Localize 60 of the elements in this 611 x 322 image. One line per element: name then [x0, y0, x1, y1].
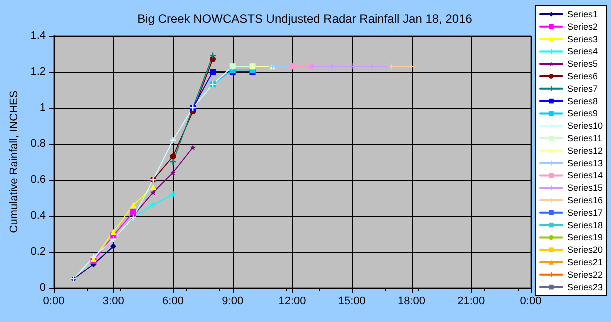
x-tick-label: 6:00: [162, 296, 184, 308]
legend-label: Series6: [567, 72, 598, 82]
legend-label: Series16: [567, 196, 604, 206]
point: [130, 209, 136, 216]
legend-label: Series12: [567, 146, 604, 156]
y-tick-label: 0: [40, 282, 46, 294]
legend-label: Series4: [567, 46, 598, 57]
x-tick-label: 0:00: [520, 296, 542, 308]
legend-label: Series23: [567, 282, 604, 292]
legend-label: Series17: [567, 208, 604, 218]
x-tick-label: 12:00: [278, 296, 306, 308]
point: [210, 69, 216, 75]
x-tick-label: 9:00: [222, 296, 244, 308]
legend-label: Series11: [567, 134, 602, 144]
y-tick-label: 0.2: [30, 246, 46, 258]
point: [170, 159, 176, 165]
legend-label: Series3: [567, 34, 598, 44]
x-tick-label: 0:00: [43, 296, 65, 308]
point: [130, 202, 136, 208]
legend-label: Series1: [567, 10, 598, 20]
point: [170, 154, 176, 160]
point: [210, 52, 216, 59]
y-tick-label: 0.8: [30, 138, 46, 150]
point: [210, 56, 216, 62]
y-tick-label: 0.4: [30, 210, 46, 222]
legend-label: Series10: [567, 121, 604, 132]
y-tick-label: 1.2: [30, 66, 46, 78]
point: [408, 64, 415, 70]
point: [110, 229, 117, 236]
point: [150, 190, 156, 196]
point: [170, 170, 176, 176]
legend-label: Series22: [567, 270, 604, 280]
legend-label: Series8: [567, 96, 598, 106]
legend-label: Series21: [567, 258, 604, 268]
y-tick-label: 0.6: [30, 174, 46, 186]
legend-label: Series14: [567, 170, 604, 181]
point: [170, 137, 176, 144]
x-tick-label: 21:00: [458, 296, 486, 308]
legend-label: Series15: [567, 183, 604, 194]
chart-title: Big Creek NOWCASTS Undjusted Radar Rainfall Jan 18, 2016: [138, 12, 473, 26]
legend-label: Series19: [567, 232, 604, 243]
y-tick-label: 1.4: [30, 30, 46, 42]
legend-label: Series18: [567, 220, 604, 230]
x-tick-label: 18:00: [398, 296, 426, 308]
point: [150, 184, 156, 190]
legend-label: Series20: [567, 245, 604, 256]
legend-label: Series13: [567, 158, 604, 168]
legend-label: Series9: [567, 108, 598, 119]
legend-label: Series5: [567, 59, 598, 70]
point: [329, 64, 336, 70]
legend-label: Series7: [567, 84, 598, 94]
point: [110, 244, 117, 250]
x-tick-label: 3:00: [102, 296, 124, 308]
y-tick-label: 1: [40, 102, 46, 114]
point: [150, 202, 156, 208]
y-axis-title: Cumulative Rainfall, INCHES: [8, 90, 20, 234]
point: [170, 191, 176, 198]
legend-label: Series2: [567, 22, 598, 32]
point: [190, 144, 196, 151]
x-tick-label: 15:00: [338, 296, 366, 308]
